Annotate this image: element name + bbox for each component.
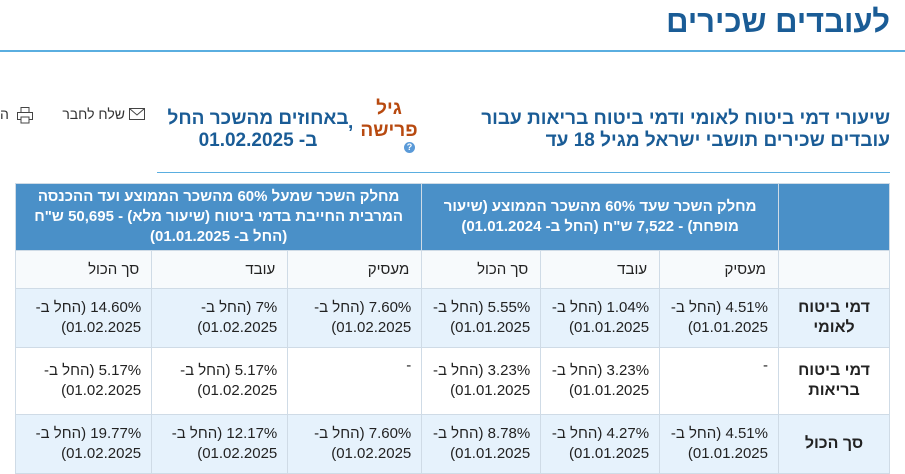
table-cell: 5.17% (החל ב- 01.02.2025): [151, 347, 289, 415]
page-title: לעובדים שכירים: [666, 4, 890, 39]
table-row: דמי ביטוח לאומי 4.51% (החל ב- 01.01.2025…: [14, 288, 890, 348]
envelope-icon: [129, 108, 145, 120]
table-cell: 14.60% (החל ב- 01.02.2025): [14, 288, 153, 348]
row-label: דמי ביטוח לאומי: [778, 288, 890, 348]
column-header: מעסיק: [659, 250, 779, 289]
column-header: עובד: [151, 250, 289, 289]
table-cell: 3.23% (החל ב- 01.01.2025): [540, 347, 661, 415]
divider: [0, 50, 905, 52]
table-cell: 1.04% (החל ב- 01.01.2025): [540, 288, 661, 348]
table-cell: -: [287, 347, 423, 415]
column-header: עובד: [540, 250, 661, 289]
print-label[interactable]: ה: [0, 106, 9, 122]
table-cell: 4.51% (החל ב- 01.01.2025): [659, 288, 779, 348]
column-header: סך הכול: [14, 250, 153, 289]
table-row: דמי ביטוח בריאות - 3.23% (החל ב- 01.01.2…: [14, 347, 890, 415]
table-cell: 7.60% (החל ב- 01.02.2025): [287, 414, 423, 474]
retirement-age-link[interactable]: גיל פרישה: [360, 98, 418, 141]
table-cell: 4.27% (החל ב- 01.01.2025): [540, 414, 661, 474]
send-to-friend-label: שלח לחבר: [62, 106, 125, 122]
table-cell: 5.17% (החל ב- 01.02.2025): [14, 347, 153, 415]
full-rate-header: מחלק השכר שמעל 60% מהשכר הממוצע ועד ההכנ…: [14, 183, 423, 251]
section-heading: שיעורי דמי ביטוח לאומי ודמי ביטוח בריאות…: [481, 108, 890, 151]
rates-table: מחלק השכר שעד 60% מהשכר הממוצע (שיעור מו…: [14, 183, 890, 474]
table-cell: 8.78% (החל ב- 01.01.2025): [421, 414, 542, 474]
reduced-rate-header: מחלק השכר שעד 60% מהשכר הממוצע (שיעור מו…: [421, 183, 779, 251]
table-cell: 5.55% (החל ב- 01.01.2025): [421, 288, 542, 348]
page-tools: שלח לחבר ה: [0, 106, 145, 126]
corner-subheader: [778, 250, 890, 289]
corner-header: [778, 183, 890, 251]
row-label: דמי ביטוח בריאות: [778, 347, 890, 415]
table-cell: 12.17% (החל ב- 01.02.2025): [151, 414, 289, 474]
column-header: סך הכול: [421, 250, 542, 289]
table-row: סך הכול 4.51% (החל ב- 01.01.2025) 4.27% …: [14, 414, 890, 474]
table-cell: 19.77% (החל ב- 01.02.2025): [14, 414, 153, 474]
help-icon[interactable]: ?: [404, 142, 415, 153]
column-header: מעסיק: [287, 250, 423, 289]
send-to-friend-button[interactable]: שלח לחבר: [62, 106, 145, 122]
table-cell: 7% (החל ב- 01.02.2025): [151, 288, 289, 348]
table-cell: 7.60% (החל ב- 01.02.2025): [287, 288, 423, 348]
table-cell: -: [659, 347, 779, 415]
row-label: סך הכול: [778, 414, 890, 474]
table-cell: 4.51% (החל ב- 01.01.2025): [659, 414, 779, 474]
heading-comma: ,: [348, 112, 354, 133]
divider: [157, 172, 890, 173]
printer-icon[interactable]: [17, 107, 33, 124]
heading-suffix: באחוזים מהשכר החל ב- 01.02.2025: [167, 108, 349, 151]
table-cell: 3.23% (החל ב- 01.01.2025): [421, 347, 542, 415]
